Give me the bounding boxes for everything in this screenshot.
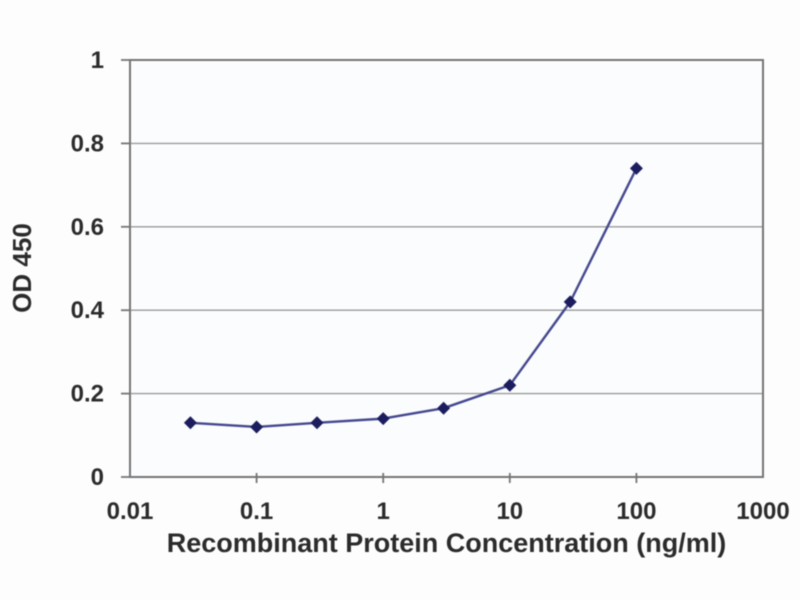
data-point-marker	[563, 295, 577, 309]
x-axis-title: Recombinant Protein Concentration (ng/ml…	[166, 528, 727, 558]
x-tick-label: 100	[616, 498, 656, 525]
x-tick-label: 0.1	[240, 498, 273, 525]
data-point-marker	[437, 401, 451, 415]
x-tick-label: 1000	[736, 498, 789, 525]
data-point-marker	[310, 416, 324, 430]
plot-area	[130, 60, 763, 477]
data-point-marker	[250, 420, 264, 434]
series-line	[189, 167, 638, 429]
x-tick-label: 1	[377, 498, 390, 525]
y-tick-label: 0.8	[71, 130, 104, 157]
data-point-marker	[183, 416, 197, 430]
y-tick-label: 0.6	[71, 214, 104, 241]
x-tick-label: 10	[496, 498, 523, 525]
plot-frame	[129, 59, 764, 478]
x-tick-label: 0.01	[107, 498, 154, 525]
y-tick-label: 1	[91, 47, 104, 74]
data-point-marker	[376, 412, 390, 426]
y-tick-label: 0.2	[71, 381, 104, 408]
data-point-marker	[629, 161, 643, 175]
data-point-marker	[503, 378, 517, 392]
y-tick-label: 0	[91, 464, 104, 491]
y-axis-title: OD 450	[7, 223, 37, 313]
y-tick-label: 0.4	[71, 297, 105, 324]
